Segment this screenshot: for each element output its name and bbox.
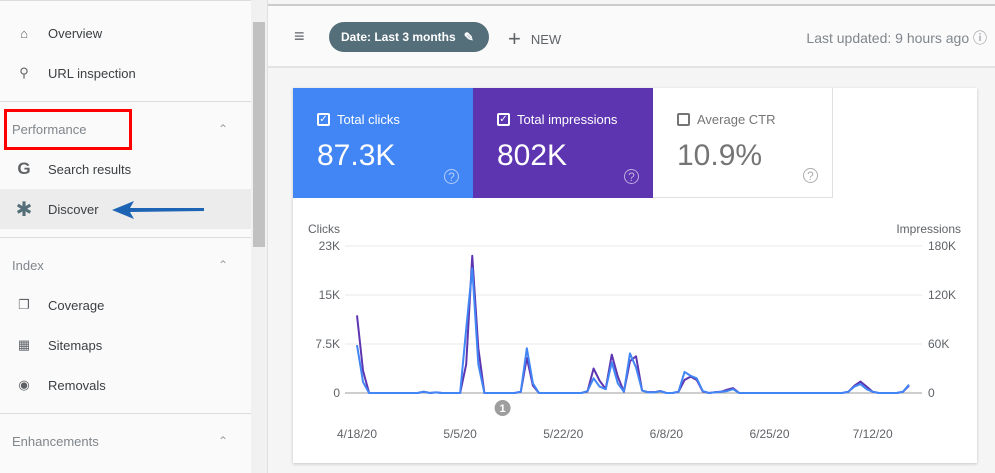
nav-search-results[interactable]: G Search results <box>0 149 251 189</box>
nav-label: Discover <box>48 201 99 217</box>
right-tick-label: 60K <box>928 337 949 351</box>
nav-label: Search results <box>48 161 132 177</box>
new-label: NEW <box>530 31 562 47</box>
sidebar-scrollbar[interactable] <box>251 0 267 473</box>
divider <box>0 413 251 414</box>
section-index[interactable]: Index <box>12 258 44 273</box>
right-axis-title: Impressions <box>896 222 961 236</box>
nav-coverage[interactable]: ❐ Coverage <box>0 285 251 325</box>
help-icon[interactable]: ? <box>624 169 639 184</box>
scrollbar-thumb[interactable] <box>253 22 265 247</box>
x-tick-label: 5/22/20 <box>543 427 583 441</box>
nav-label: Sitemaps <box>48 337 103 353</box>
chevron-up-icon[interactable]: ⌃ <box>218 434 229 448</box>
left-tick-label: 23K <box>319 239 340 253</box>
chevron-up-icon[interactable]: ⌃ <box>218 122 229 136</box>
x-tick-label: 5/5/20 <box>443 427 477 441</box>
eye-off-icon: ◉ <box>18 377 30 392</box>
highlight-box <box>4 109 132 150</box>
checkbox-checked[interactable]: ✓ <box>317 113 330 126</box>
nav-label: Overview <box>48 25 103 41</box>
help-icon[interactable]: ⓘ <box>973 30 987 46</box>
home-icon: ⌂ <box>20 25 28 41</box>
x-tick-label: 6/8/20 <box>650 427 684 441</box>
help-icon[interactable]: ? <box>444 169 459 184</box>
chip-label: Date: Last 3 months <box>341 30 456 44</box>
last-updated: Last updated: 9 hours ago ⓘ <box>806 28 987 48</box>
copy-icon: ❐ <box>18 297 30 312</box>
main-content: ≡ Date: Last 3 months ✎ + NEW Last updated… <box>267 0 995 473</box>
right-tick-label: 180K <box>928 239 956 253</box>
nav-label: Coverage <box>48 297 105 313</box>
sitemap-icon: ▦ <box>17 337 31 352</box>
date-filter-chip[interactable]: Date: Last 3 months ✎ <box>329 22 489 52</box>
metric-total-impressions[interactable]: ✓ Total impressions 802K ? <box>473 88 653 198</box>
left-tick-label: 15K <box>319 288 340 302</box>
left-tick-label: 0 <box>333 386 340 400</box>
nav-sitemaps[interactable]: ▦ Sitemaps <box>0 325 251 365</box>
annotation-marker <box>494 400 511 416</box>
right-tick-label: 0 <box>928 386 935 400</box>
google-g-icon: G <box>17 159 31 178</box>
right-tick-label: 120K <box>928 288 956 302</box>
divider <box>0 237 251 238</box>
x-tick-label: 4/18/20 <box>337 427 377 441</box>
metric-value: 10.9% <box>677 139 763 172</box>
nav-overview[interactable]: ⌂ Overview <box>0 13 251 53</box>
metric-label: Total impressions <box>517 112 618 127</box>
left-tick-label: 7.5K <box>315 337 340 351</box>
performance-card: ✓ Total clicks 87.3K ? ✓ Total impressions… <box>293 88 977 463</box>
metric-label: Average CTR <box>697 112 776 127</box>
pencil-icon: ✎ <box>463 30 474 44</box>
x-tick-label: 6/25/20 <box>749 427 789 441</box>
chevron-up-icon[interactable]: ⌃ <box>218 258 229 272</box>
left-axis-title: Clicks <box>308 222 340 236</box>
divider <box>0 101 251 102</box>
checkbox-checked[interactable]: ✓ <box>497 113 510 126</box>
section-enhancements[interactable]: Enhancements <box>12 434 99 449</box>
checkbox-unchecked[interactable] <box>677 113 690 126</box>
new-filter-button[interactable]: + NEW <box>508 26 561 52</box>
annotation-label: 1 <box>500 403 506 415</box>
toolbar: ≡ Date: Last 3 months ✎ + NEW Last updated… <box>268 4 995 68</box>
metric-label: Total clicks <box>337 112 400 127</box>
nav-label: Removals <box>48 377 106 393</box>
nav-label: URL inspection <box>48 65 136 81</box>
metric-value: 802K <box>497 139 568 172</box>
filter-icon[interactable]: ≡ <box>294 26 305 46</box>
series-line-clicks <box>356 267 910 394</box>
section-performance[interactable]: Performance <box>12 122 87 137</box>
x-tick-label: 7/12/20 <box>853 427 893 441</box>
metric-total-clicks[interactable]: ✓ Total clicks 87.3K ? <box>293 88 473 198</box>
asterisk-icon: ✱ <box>15 198 33 221</box>
metric-value: 87.3K <box>317 139 396 172</box>
sidebar: ⌂ Overview ⚲ URL inspection Performance ⌃ … <box>0 0 251 473</box>
last-updated-text: Last updated: 9 hours ago <box>806 30 970 46</box>
search-icon: ⚲ <box>19 65 29 80</box>
arrow-annotation <box>112 201 204 219</box>
metric-average-ctr[interactable]: Average CTR 10.9% ? <box>653 88 833 198</box>
nav-removals[interactable]: ◉ Removals <box>0 365 251 405</box>
plus-icon: + <box>508 26 521 51</box>
help-icon[interactable]: ? <box>803 168 818 183</box>
series-line-impressions <box>356 254 910 394</box>
nav-url-inspection[interactable]: ⚲ URL inspection <box>0 53 251 93</box>
